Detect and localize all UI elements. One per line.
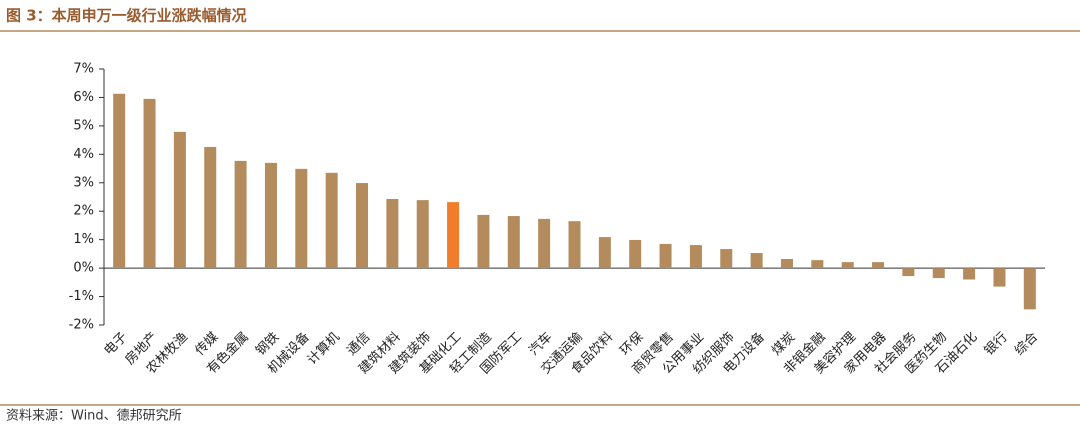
y-tick-label: 3% <box>73 175 94 190</box>
y-tick-label: 4% <box>73 147 94 162</box>
bar <box>629 239 642 269</box>
bar <box>750 253 763 269</box>
bar <box>113 93 126 269</box>
bar <box>568 221 581 269</box>
y-tick-label: 1% <box>73 232 94 247</box>
bar <box>416 200 429 269</box>
bar <box>325 172 338 269</box>
x-tick-label: 计算机 <box>305 330 343 368</box>
y-tick-label: 5% <box>73 118 94 133</box>
bar <box>811 260 824 269</box>
bar <box>720 249 733 269</box>
bar <box>932 268 945 279</box>
y-tick-label: -1% <box>69 289 94 304</box>
y-tick-label: -2% <box>69 318 94 333</box>
bar <box>204 146 217 269</box>
bar <box>780 259 793 269</box>
x-tick-label: 综合 <box>1012 330 1041 359</box>
chart-title: 图 3：本周申万一级行业涨跌幅情况 <box>6 7 247 25</box>
source-note: 资料来源：Wind、德邦研究所 <box>6 409 182 424</box>
bar <box>143 98 156 269</box>
bar <box>993 268 1006 287</box>
y-tick-label: 7% <box>73 62 94 77</box>
bar <box>659 243 672 269</box>
bar <box>447 202 460 269</box>
bar <box>234 160 247 269</box>
bar <box>386 198 399 269</box>
bar <box>1023 268 1036 310</box>
y-tick-label: 2% <box>73 204 94 219</box>
bar <box>841 262 854 269</box>
bar <box>356 183 369 269</box>
bar <box>477 214 490 269</box>
y-tick-label: 0% <box>73 261 94 276</box>
bar <box>872 262 885 269</box>
bar <box>507 216 520 269</box>
y-tick-label: 6% <box>73 90 94 105</box>
bar <box>538 218 551 269</box>
bar <box>264 162 277 269</box>
bar <box>963 268 976 280</box>
bar <box>902 268 915 277</box>
bar <box>173 131 186 269</box>
bar <box>689 245 702 269</box>
bar <box>295 168 308 269</box>
bar <box>598 237 611 269</box>
x-tick-label: 银行 <box>982 330 1011 359</box>
